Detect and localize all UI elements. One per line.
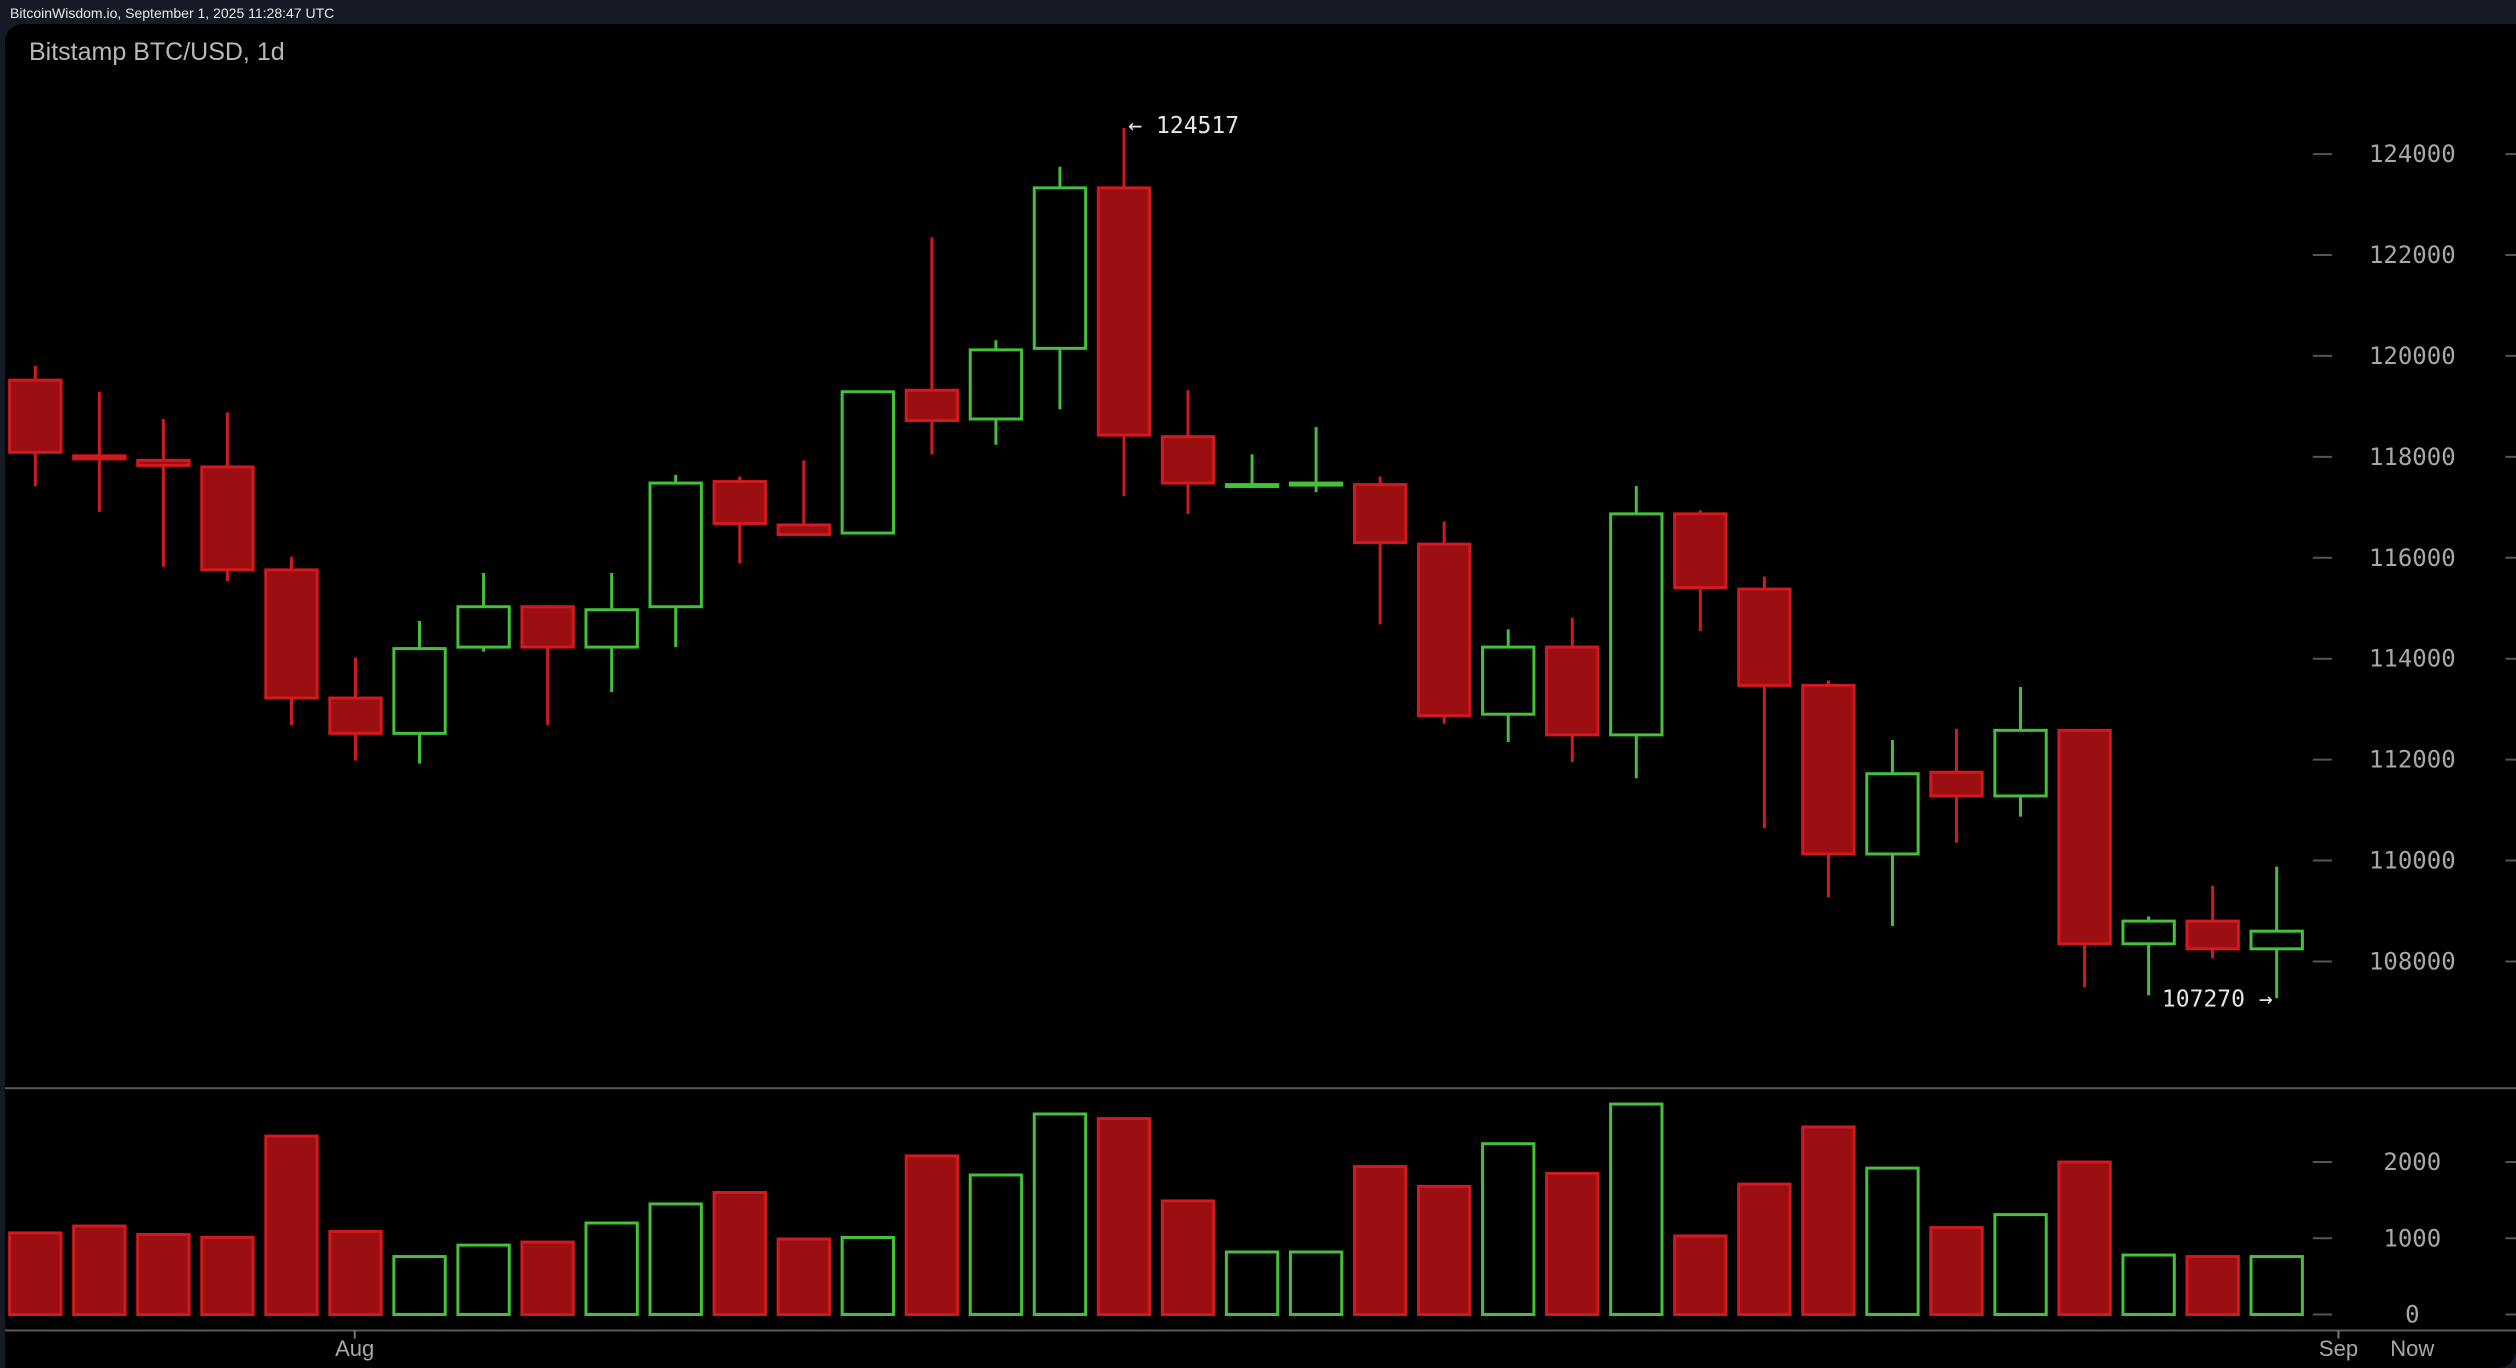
x-tick-label: Sep bbox=[2319, 1336, 2358, 1361]
candle-body bbox=[968, 348, 1024, 421]
candle-body bbox=[648, 481, 703, 609]
volume-bar bbox=[1224, 1250, 1280, 1316]
candle-body bbox=[2057, 728, 2112, 946]
candle-body bbox=[840, 390, 896, 535]
candle-body bbox=[328, 696, 383, 735]
candle-body bbox=[1865, 772, 1920, 856]
candle-body bbox=[776, 523, 831, 537]
volume-bar bbox=[1416, 1184, 1472, 1316]
volume-bar bbox=[840, 1235, 896, 1316]
top-bar: BitcoinWisdom.io, September 1, 2025 11:2… bbox=[0, 0, 2516, 24]
y-tick-label: 120000 bbox=[2369, 342, 2456, 370]
volume-bar bbox=[1673, 1234, 1728, 1316]
candle-body bbox=[1929, 770, 1984, 798]
volume-bar bbox=[2121, 1253, 2176, 1316]
candle-body bbox=[1032, 186, 1088, 350]
candle-body bbox=[1288, 481, 1344, 487]
volume-bar bbox=[200, 1235, 255, 1316]
candle-body bbox=[8, 378, 63, 454]
candle-body bbox=[2249, 929, 2304, 951]
high-annotation: ← 124517 bbox=[1128, 113, 1239, 139]
volume-bar bbox=[328, 1229, 383, 1316]
volume-bar bbox=[1993, 1213, 2048, 1316]
candle-body bbox=[1160, 435, 1216, 485]
volume-bar bbox=[2185, 1255, 2240, 1316]
chart-panel: Bitstamp BTC/USD, 1d 108000 110000 112000 1… bbox=[5, 24, 2516, 1368]
candlestick-chart: 108000 110000 112000 114000 116000 118000 1200… bbox=[5, 113, 2516, 1361]
volume-bar bbox=[1609, 1102, 1664, 1316]
volume-bar bbox=[1481, 1142, 1536, 1316]
volume-bar bbox=[264, 1134, 319, 1316]
candle-body bbox=[2185, 919, 2240, 951]
volume-bar bbox=[8, 1231, 63, 1316]
volume-bar bbox=[1032, 1112, 1088, 1316]
volume-bar bbox=[1929, 1226, 1984, 1316]
volume-bar bbox=[968, 1173, 1024, 1316]
chart-title: Bitstamp BTC/USD, 1d bbox=[29, 38, 285, 66]
candle-body bbox=[200, 465, 255, 572]
volume-bar bbox=[392, 1255, 447, 1316]
candle-body bbox=[712, 480, 767, 525]
volume-bar bbox=[1288, 1250, 1344, 1316]
volume-tick-label: 1000 bbox=[2383, 1224, 2441, 1252]
candle-body bbox=[1481, 645, 1536, 716]
candle-body bbox=[264, 568, 319, 700]
volume-bar bbox=[648, 1202, 703, 1316]
y-tick-label: 108000 bbox=[2369, 947, 2456, 975]
x-tick-label: Aug bbox=[335, 1336, 374, 1361]
volume-bar bbox=[712, 1191, 767, 1316]
candle-body bbox=[1545, 645, 1600, 737]
y-tick-label: 114000 bbox=[2369, 645, 2456, 673]
candle-body bbox=[520, 605, 575, 649]
candle-body bbox=[1737, 587, 1792, 687]
candle-body bbox=[136, 458, 191, 467]
y-tick-label: 124000 bbox=[2369, 140, 2456, 168]
volume-bar bbox=[1545, 1171, 1600, 1316]
candle-body bbox=[584, 608, 639, 649]
volume-bar bbox=[72, 1224, 127, 1316]
source-timestamp: BitcoinWisdom.io, September 1, 2025 11:2… bbox=[10, 5, 335, 21]
volume-bar bbox=[2249, 1255, 2304, 1316]
y-tick-label: 112000 bbox=[2369, 746, 2456, 774]
volume-bar bbox=[1865, 1166, 1920, 1316]
candle-body bbox=[1801, 683, 1856, 856]
volume-bar bbox=[584, 1221, 639, 1316]
volume-bar bbox=[1096, 1117, 1152, 1316]
candle-body bbox=[1224, 483, 1280, 489]
y-tick-label: 118000 bbox=[2369, 443, 2456, 471]
volume-bar bbox=[776, 1237, 831, 1316]
y-tick-label: 110000 bbox=[2369, 847, 2456, 875]
volume-bar bbox=[1801, 1125, 1856, 1316]
candle-body bbox=[1673, 512, 1728, 590]
volume-tick-label: 2000 bbox=[2383, 1148, 2441, 1176]
candle-body bbox=[2121, 919, 2176, 946]
volume-bar bbox=[2057, 1160, 2112, 1316]
volume-bar bbox=[520, 1240, 575, 1316]
volume-bar bbox=[456, 1243, 511, 1316]
candle-body bbox=[392, 647, 447, 735]
candle-body bbox=[1416, 542, 1472, 718]
candle-body bbox=[72, 454, 127, 461]
volume-tick-label: 0 bbox=[2405, 1300, 2419, 1328]
x-tick-label: Now bbox=[2390, 1336, 2434, 1361]
candle-body bbox=[1096, 186, 1152, 437]
candle-body bbox=[1993, 728, 2048, 798]
candle-body bbox=[904, 388, 960, 423]
low-annotation: 107270 → bbox=[2162, 986, 2273, 1012]
candle-body bbox=[456, 605, 511, 649]
candle-body bbox=[1352, 483, 1408, 545]
volume-bar bbox=[136, 1232, 191, 1316]
candle-body bbox=[1609, 512, 1664, 737]
volume-bar bbox=[1737, 1182, 1792, 1316]
y-tick-label: 122000 bbox=[2369, 241, 2456, 269]
y-tick-label: 116000 bbox=[2369, 544, 2456, 572]
volume-bar bbox=[1160, 1199, 1216, 1316]
volume-bar bbox=[1352, 1165, 1408, 1316]
volume-bar bbox=[904, 1154, 960, 1316]
